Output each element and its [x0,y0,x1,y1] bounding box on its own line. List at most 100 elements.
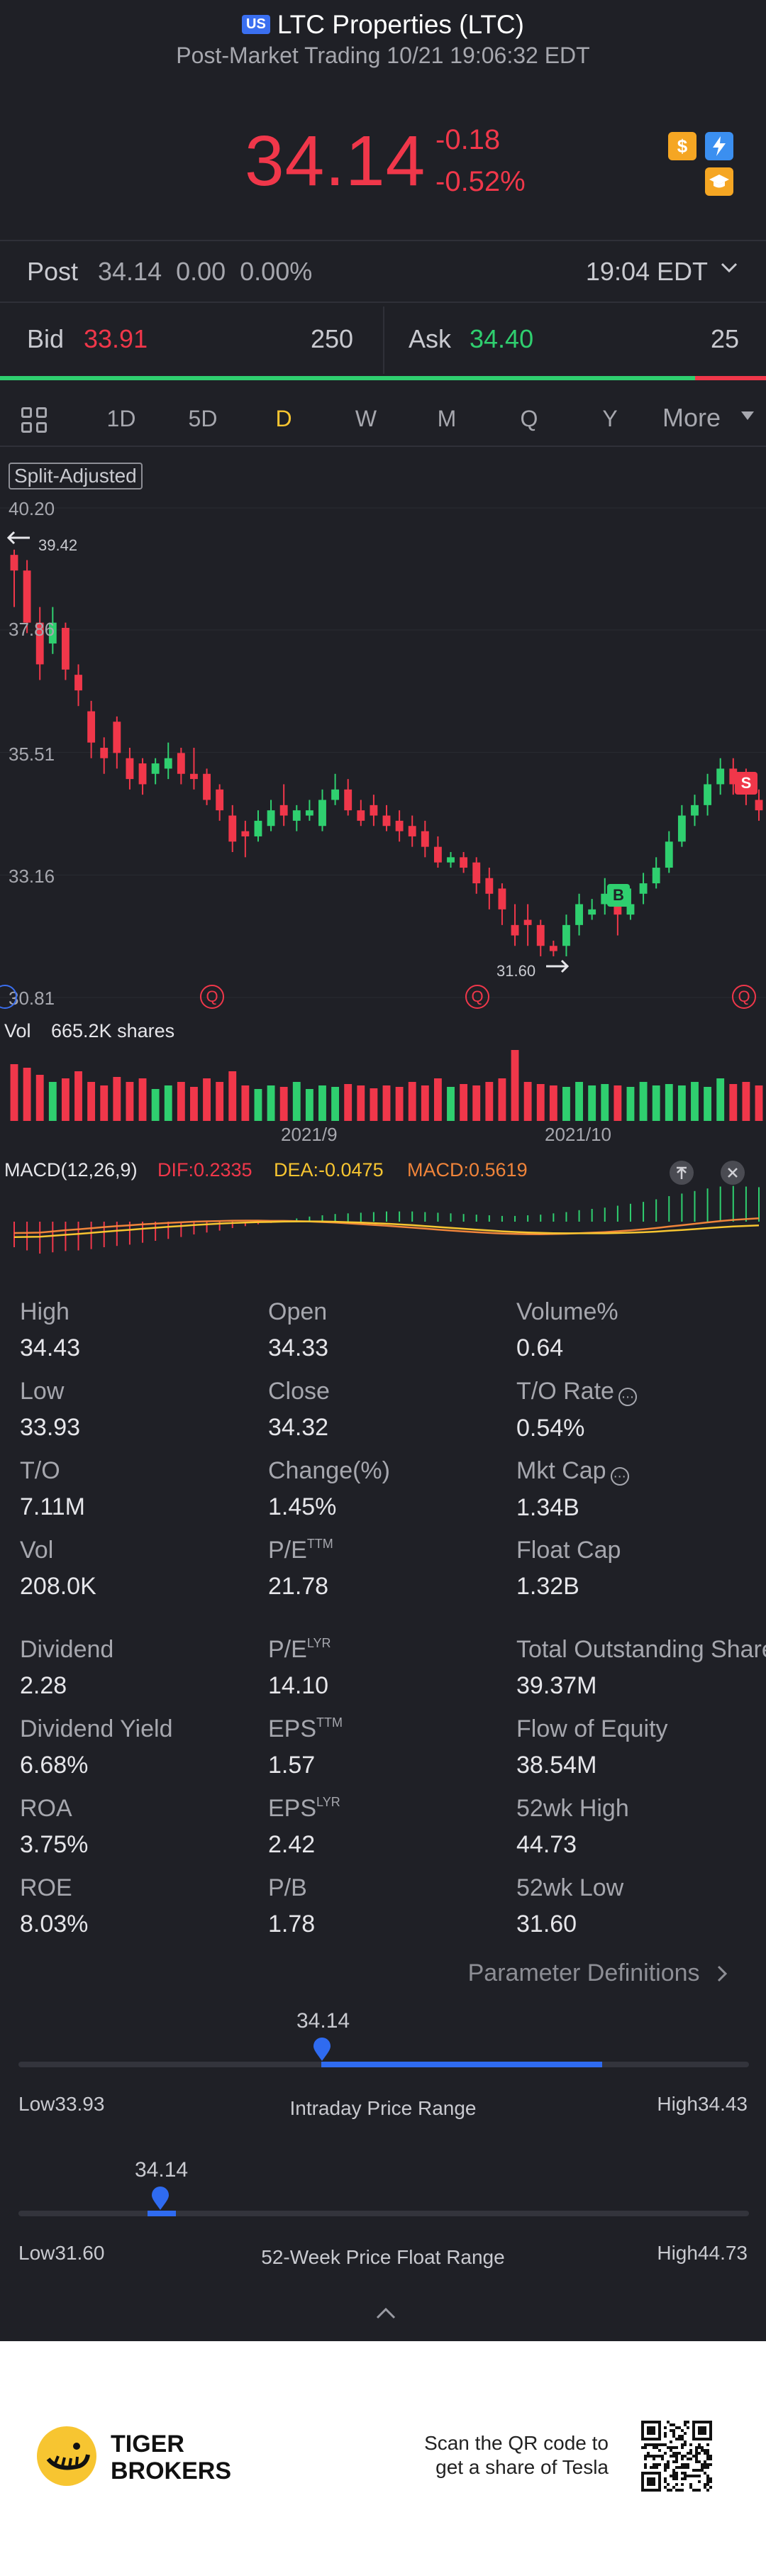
tab-m[interactable]: M [437,406,457,431]
tab-d[interactable]: D [275,406,292,431]
stock-title: US LTC Properties (LTC) [0,10,766,40]
y-tick-label: 35.51 [9,743,55,765]
education-icon[interactable] [705,167,733,196]
stat-item: ROE 8.03% [20,1874,88,1938]
pin-icon[interactable] [670,1161,694,1185]
dividend-marker[interactable] [0,985,17,1009]
bid-size: 250 [311,324,354,353]
info-icon[interactable]: ⋯ [618,1388,637,1406]
candle-body [536,924,545,946]
x-axis-label: 2021/9 [281,1124,338,1145]
volume-bar [279,1087,288,1121]
stat-label-suffix: LYR [316,1795,340,1809]
sell-signal[interactable]: S [735,772,757,795]
qr-module [672,2469,675,2472]
earnings-marker[interactable]: Q [200,985,224,1009]
info-icon[interactable]: ⋯ [610,1467,629,1486]
price-change: -0.18 [435,124,501,155]
qr-module [706,2458,709,2460]
qr-module [698,2443,701,2446]
stat-value: 39.37M [516,1672,597,1699]
stat-label: Dividend [20,1636,113,1664]
split-adjusted-toggle[interactable]: Split-Adjusted [9,463,143,490]
buy-signal[interactable]: B [607,884,630,907]
qr-module [706,2480,709,2483]
qr-module [681,2438,684,2440]
candle-body [498,888,506,910]
candle-body [357,810,365,821]
ask-size: 25 [711,324,740,353]
qr-module [672,2452,675,2455]
stat-label: T/O [20,1457,85,1485]
stat-label-text: Close [268,1378,330,1405]
x-axis-label: 2021/10 [545,1124,611,1145]
earnings-marker[interactable]: Q [465,985,489,1009]
candle-body [164,758,172,769]
tab-1d[interactable]: 1D [106,406,136,431]
candle-body [639,883,648,894]
divider [383,306,384,374]
tab-more[interactable]: More [662,403,721,432]
qr-finder [698,2426,706,2435]
tab-5d[interactable]: 5D [188,406,218,431]
grid-icon[interactable] [21,407,50,433]
candle-body [729,768,738,785]
arrow-right-icon [545,958,570,978]
candle-body [665,841,673,868]
qr-module [644,2443,647,2446]
parameter-definitions-link[interactable]: Parameter Definitions [468,1959,731,1987]
stat-label: T/O Rate ⋯ [516,1378,637,1406]
qr-module [687,2463,689,2466]
volume-bar [113,1077,121,1121]
dollar-icon[interactable]: $ [668,132,696,160]
volume-bar [370,1088,378,1121]
stat-item[interactable]: Mkt Cap ⋯ 1.34B [516,1457,629,1522]
qr-module [681,2443,684,2446]
caret-down-icon[interactable] [741,411,754,420]
candle-body [61,628,70,670]
bolt-icon[interactable] [705,132,733,160]
post-time: 19:04 EDT [585,257,708,286]
tab-y[interactable]: Y [602,406,618,431]
qr-module [664,2469,667,2472]
stat-label: P/ELYR [268,1636,331,1664]
qr-module [695,2446,698,2449]
stat-label-text: 52wk High [516,1795,629,1822]
qr-finder [647,2477,655,2486]
ask-strength-bar [695,376,766,380]
candle-body [704,784,712,805]
tab-w[interactable]: W [355,406,377,431]
post-market-row[interactable]: Post 34.14 0.00 0.00% 19:04 EDT [0,241,766,302]
qr-module [653,2463,655,2466]
candle-body [279,805,288,816]
stat-item[interactable]: T/O Rate ⋯ 0.54% [516,1378,637,1442]
qr-module [687,2452,689,2455]
volume-value: 665.2K shares [51,1020,175,1041]
qr-module [658,2443,661,2446]
stat-value: 34.33 [268,1334,329,1361]
stat-label-text: Volume% [516,1298,618,1325]
week52-current: 34.14 [135,2158,189,2182]
tab-q[interactable]: Q [520,406,538,431]
qr-module [701,2469,704,2472]
candle-body [267,810,275,827]
qr-caption-line1: Scan the QR code to [424,2432,609,2454]
candle-body [677,815,686,842]
qr-module [689,2486,692,2489]
qr-code [641,2421,712,2492]
macd-params[interactable]: MACD(12,26,9) [4,1159,138,1181]
candle-body [652,868,660,884]
chevron-up-icon[interactable] [374,2297,397,2329]
candle-body [549,946,557,951]
earnings-marker[interactable]: Q [732,985,756,1009]
close-icon[interactable] [721,1161,745,1185]
stat-label: ROA [20,1795,88,1823]
qr-module [709,2486,712,2489]
price-chart[interactable] [0,0,766,1263]
chevron-down-icon[interactable] [719,257,739,283]
volume-bar [677,1085,686,1121]
qr-module [644,2463,647,2466]
qr-module [675,2466,678,2469]
volume-bar [254,1089,262,1121]
volume-bar [626,1087,635,1121]
